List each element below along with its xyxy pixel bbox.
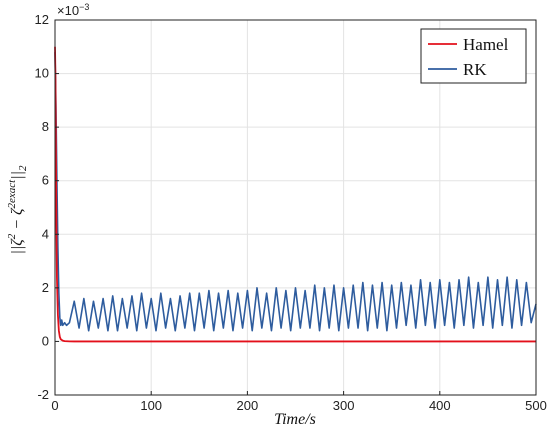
series-line-hamel	[54, 46, 536, 343]
y-axis-title: ||ζ2 − ζ2exact||2	[6, 165, 29, 255]
y-exponent-power: −3	[79, 2, 89, 12]
y-axis-ticks: -2 0 2 4 6 8 10 12	[35, 12, 59, 402]
x-tick-label: 0	[51, 398, 58, 413]
y-tick-label: 2	[42, 280, 49, 295]
plot-frame	[54, 19, 537, 396]
y-exponent-label: ×10−3	[57, 2, 89, 18]
y-tick-label: 8	[42, 119, 49, 134]
y-title-minus: − ζ	[9, 207, 26, 234]
x-tick-label: 200	[237, 398, 259, 413]
y-tick-label: -2	[37, 387, 49, 402]
legend: Hamel RK	[420, 28, 527, 84]
y-tick-label: 4	[42, 226, 49, 241]
x-tick-label: 400	[429, 398, 451, 413]
x-tick-label: 500	[525, 398, 547, 413]
y-title-sub: 2	[17, 165, 29, 171]
series-line-rk	[54, 52, 537, 332]
legend-label-rk: RK	[463, 60, 487, 79]
y-title-sup1: 2	[6, 233, 18, 239]
series-layer	[54, 46, 537, 343]
y-exponent-base: ×10	[57, 3, 79, 18]
y-tick-label: 10	[35, 66, 49, 81]
y-title-sup2: 2exact	[6, 179, 18, 209]
x-axis-title: Time/s	[274, 411, 316, 428]
y-tick-label: 6	[42, 173, 49, 188]
y-title-open: ||ζ	[9, 238, 26, 255]
y-tick-label: 0	[42, 333, 49, 348]
legend-label-hamel: Hamel	[463, 35, 509, 54]
x-axis-ticks: 0 100 200 300 400 500	[51, 391, 547, 413]
x-tick-label: 100	[140, 398, 162, 413]
y-tick-label: 12	[35, 12, 49, 27]
y-title-close: ||	[9, 171, 26, 180]
legend-box	[420, 28, 527, 84]
x-tick-label: 300	[333, 398, 355, 413]
